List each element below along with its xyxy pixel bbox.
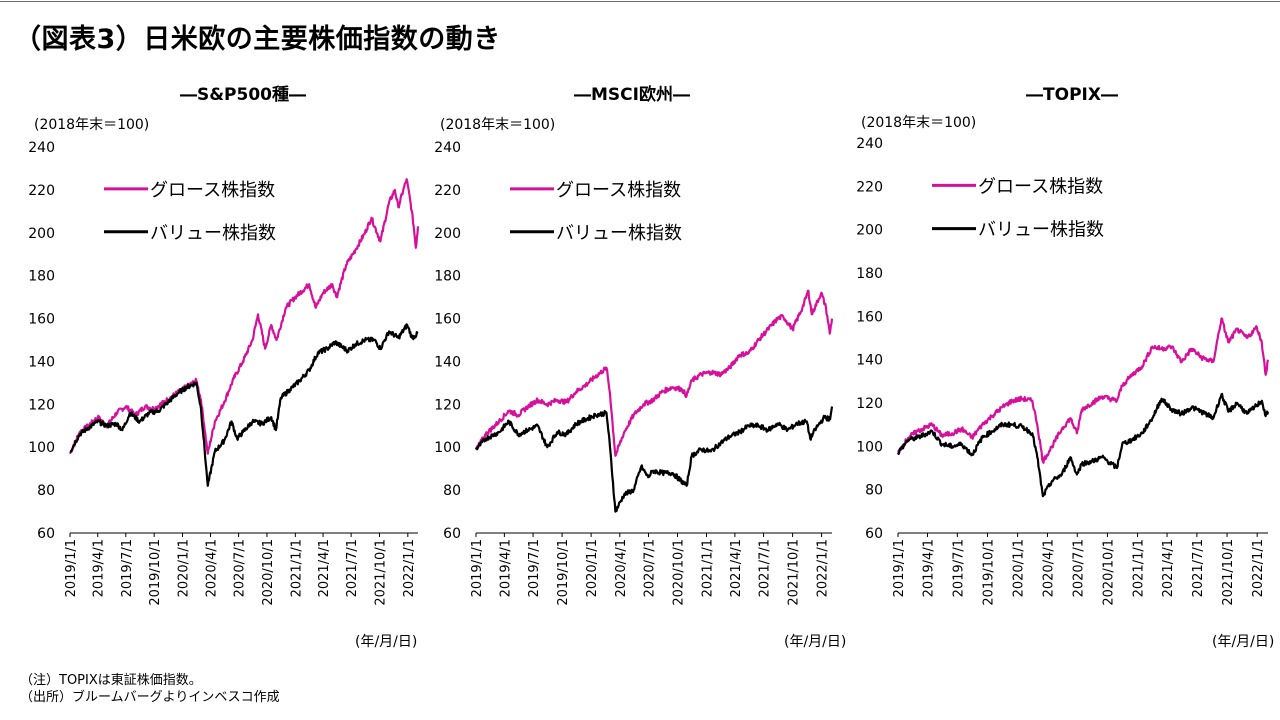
legend-label: バリュー株指数 [978,220,1104,241]
x-tick-label: 2020/7/1 [642,539,657,597]
x-axis-label: (年/月/日) [1212,634,1274,650]
y-tick-label: 60 [443,526,461,542]
chart-title: ―S&P500種― [180,84,306,105]
growth-index-line [474,289,834,457]
y-tick-label: 240 [856,136,883,152]
x-tick-label: 2020/4/1 [1041,539,1056,597]
value-index-line [474,406,834,513]
x-tick-label: 2021/1/1 [289,539,304,597]
x-tick-label: 2019/4/1 [921,539,936,597]
x-tick-label: 2020/10/1 [671,539,686,606]
y-tick-label: 60 [865,526,883,542]
growth-index-line [69,178,420,455]
x-tick-label: 2021/10/1 [787,539,802,606]
y-tick-label: 100 [856,439,883,455]
y-tick-label: 200 [434,226,461,242]
unit-label: (2018年末＝100) [440,117,555,133]
x-tick-label: 2021/10/1 [1221,539,1236,606]
x-tick-label: 2021/4/1 [729,539,744,597]
legend-label: バリュー株指数 [556,223,682,244]
x-tick-label: 2019/10/1 [981,539,996,606]
x-tick-label: 2020/7/1 [1071,539,1086,597]
y-tick-label: 220 [856,179,883,195]
value-index-line [897,392,1270,498]
x-tick-label: 2022/1/1 [402,539,417,597]
y-tick-label: 240 [434,140,461,156]
y-tick-label: 180 [856,266,883,282]
y-tick-label: 200 [28,226,55,242]
x-tick-label: 2021/7/1 [1191,539,1206,597]
x-tick-label: 2019/7/1 [527,539,542,597]
x-tick-label: 2019/1/1 [470,539,485,597]
x-tick-label: 2019/7/1 [951,539,966,597]
y-tick-label: 140 [856,353,883,369]
y-tick-label: 240 [28,140,55,156]
y-tick-label: 140 [28,354,55,370]
x-tick-label: 2020/1/1 [1012,539,1027,597]
note-line: （出所）ブルームバーグよりインベスコ作成 [20,690,280,705]
y-tick-label: 120 [434,397,461,413]
y-tick-label: 120 [28,397,55,413]
top-rule [0,1,1280,2]
y-tick-label: 120 [856,396,883,412]
x-tick-label: 2019/7/1 [120,539,135,597]
y-tick-label: 220 [28,183,55,199]
x-tick-label: 2021/7/1 [345,539,360,597]
y-tick-label: 220 [434,183,461,199]
x-tick-label: 2019/10/1 [148,539,163,606]
legend-label: グロース株指数 [556,180,681,201]
x-tick-label: 2021/10/1 [373,539,388,606]
notes-block: （注）TOPIXは東証株価指数。 （出所）ブルームバーグよりインベスコ作成 [20,672,280,706]
y-tick-label: 160 [856,309,883,325]
x-tick-label: 2020/10/1 [261,539,276,606]
legend-label: バリュー株指数 [150,223,276,244]
x-tick-label: 2021/7/1 [758,539,773,597]
y-tick-label: 160 [434,312,461,328]
x-tick-label: 2020/10/1 [1101,539,1116,606]
y-tick-label: 200 [856,223,883,239]
x-tick-label: 2019/4/1 [498,539,513,597]
x-tick-label: 2020/4/1 [205,539,220,597]
y-tick-label: 100 [434,440,461,456]
x-tick-label: 2021/4/1 [1161,539,1176,597]
x-tick-label: 2019/1/1 [892,539,907,597]
y-tick-label: 100 [28,440,55,456]
y-tick-label: 180 [434,269,461,285]
unit-label: (2018年末＝100) [34,117,149,133]
y-tick-label: 80 [37,483,55,499]
x-tick-label: 2020/4/1 [614,539,629,597]
x-tick-label: 2020/1/1 [177,539,192,597]
x-tick-label: 2021/1/1 [1132,539,1147,597]
x-tick-label: 2020/1/1 [585,539,600,597]
x-tick-label: 2022/1/1 [816,539,831,597]
x-tick-label: 2021/4/1 [317,539,332,597]
unit-label: (2018年末＝100) [861,115,976,131]
x-tick-label: 2019/1/1 [64,539,79,597]
x-tick-label: 2019/4/1 [92,539,107,597]
x-tick-label: 2019/10/1 [556,539,571,606]
y-tick-label: 180 [28,269,55,285]
growth-index-line [896,317,1270,464]
value-index-line [69,323,419,487]
x-tick-label: 2021/1/1 [701,539,716,597]
chart-title: ―TOPIX― [1026,85,1118,105]
x-tick-label: 2022/1/1 [1251,539,1266,597]
page-title: （図表3）日米欧の主要株価指数の動き [14,24,501,55]
note-line: （注）TOPIXは東証株価指数。 [20,673,202,688]
chart-title: ―MSCI欧州― [574,84,690,105]
y-tick-label: 80 [865,483,883,499]
y-tick-label: 160 [28,312,55,328]
y-tick-label: 80 [443,483,461,499]
y-tick-label: 60 [37,526,55,542]
y-tick-label: 140 [434,354,461,370]
legend-label: グロース株指数 [978,176,1103,197]
x-axis-label: (年/月/日) [355,634,417,650]
x-tick-label: 2020/7/1 [233,539,248,597]
x-axis-label: (年/月/日) [784,634,846,650]
legend-label: グロース株指数 [150,180,275,201]
